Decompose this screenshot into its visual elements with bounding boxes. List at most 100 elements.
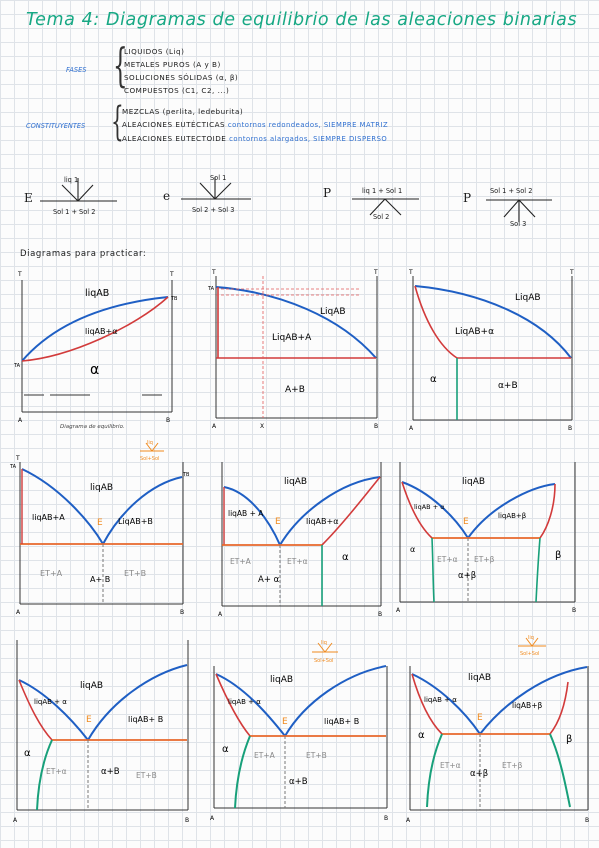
label-ab: α+β [470, 769, 488, 779]
label-left: liqAB + α [424, 696, 457, 704]
diagram-3: T T A B LiqAB LiqAB+α α α+B [408, 269, 574, 432]
label-beta: β [566, 734, 572, 745]
axis-b: B [185, 817, 189, 824]
label-et-a: ET+A [230, 557, 252, 566]
label-ab: A+ B [90, 575, 110, 584]
reaction-letter: P [323, 186, 332, 200]
axis-ta: TA [13, 363, 21, 369]
svg-text:Sol+Sol: Sol+Sol [520, 651, 539, 657]
label-liq: liqAB [284, 477, 307, 487]
label-et-a: ET+A [254, 751, 276, 760]
fases-item: SOLUCIONES SÓLIDAS (α, β) [124, 73, 239, 82]
label-ab: α+β [458, 571, 476, 581]
diagram-7: A B liqAB liqAB + α liqAB+ B E α ET+α α+… [13, 640, 189, 824]
axis-a: A [18, 417, 23, 424]
label-liq: liqAB [90, 483, 113, 493]
label-left: liqAB + α [414, 503, 445, 511]
liquidus-line [414, 285, 572, 359]
constituyentes-item: MEZCLAS (perlita, ledeburita) [122, 107, 244, 116]
reaction-top: Sol 1 [210, 174, 227, 182]
liquidus-line [21, 296, 169, 362]
label-alpha: α [430, 374, 437, 385]
axis-a: A [218, 611, 223, 618]
diagram-2: T T TA A X B LiqAB LiqAB+A A+B [207, 269, 378, 430]
label-et-alpha: ET+α [437, 555, 458, 564]
axis-t: T [17, 271, 22, 278]
diagram-9: liq Sol+Sol A B liqAB liqAB + α liqAB+β … [406, 635, 589, 824]
label-left: liqAB+A [32, 513, 65, 522]
reaction-bottom: Sol 2 + Sol 3 [192, 206, 235, 214]
svg-text:Sol+Sol: Sol+Sol [314, 658, 333, 664]
page-title: Tema 4: Diagramas de equilibrio de las a… [26, 10, 578, 30]
label-e: E [97, 518, 103, 528]
label-e: E [86, 715, 92, 725]
reaction-top: liq 1 [64, 176, 79, 184]
reaction-bottom: Sol 1 + Sol 2 [53, 208, 96, 216]
label-right: liqAB+β [512, 701, 542, 710]
fases-brace: { [113, 38, 128, 92]
constituyentes-brace: { [111, 99, 124, 145]
label-et-beta: ET+β [474, 555, 495, 564]
label-right: liqAB+ B [128, 715, 163, 724]
diagram-8: liq Sol+Sol A B liqAB liqAB + α liqAB+ B… [210, 640, 388, 822]
label-liq: LiqAB [515, 293, 541, 303]
label-liq: liqAB [270, 675, 293, 685]
label-et-alpha: ET+α [46, 767, 67, 776]
axis-b: B [572, 607, 576, 614]
label-et-b: ET+B [136, 771, 157, 780]
solidus-line [21, 296, 169, 362]
reaction-sketches [40, 177, 552, 222]
axis-b: B [585, 817, 589, 824]
label-et-a: ET+A [40, 569, 63, 578]
label-right: LiqAB+B [118, 517, 153, 526]
label-et-b: ET+B [306, 751, 327, 760]
axis-tb: TB [182, 472, 190, 478]
label-beta: β [555, 550, 561, 561]
axis-a: A [406, 817, 411, 824]
label-mix: liqAB+α [85, 327, 117, 336]
axis-b: B [166, 417, 170, 424]
fases-item: LIQUIDOS (Liq) [124, 47, 185, 56]
axis-t: T [569, 269, 574, 276]
axis-t: T [373, 269, 378, 276]
axis-b: B [374, 423, 378, 430]
label-left: liqAB + α [228, 698, 261, 706]
axis-t: T [211, 269, 216, 276]
label-et-beta: ET+β [502, 761, 523, 770]
axis-a: A [16, 609, 21, 616]
label-e: E [282, 717, 288, 727]
solidus-line [414, 285, 458, 359]
axis-ta: TA [9, 464, 17, 470]
label-ab: α+B [101, 767, 120, 777]
label-right: liqAB+β [498, 512, 526, 520]
reaction-top: liq 1 + Sol 1 [362, 187, 403, 195]
liquidus-line [215, 286, 377, 359]
axis-a: A [396, 607, 401, 614]
label-left: liqAB + A [228, 509, 264, 518]
constituyentes-label: CONSTITUYENTES [26, 122, 86, 130]
sticker: liq Sol+Sol [140, 440, 164, 462]
label-mix: LiqAB+A [272, 333, 312, 343]
label-e: E [477, 713, 483, 723]
axis-b: B [180, 609, 184, 616]
label-et-b: ET+B [124, 569, 146, 578]
axis-t: T [169, 271, 174, 278]
label-liq: liqAB [80, 681, 103, 691]
sticker: liq Sol+Sol [518, 635, 546, 657]
axis-t: T [15, 455, 20, 462]
label-alpha: α [418, 730, 425, 741]
diagrams-area: T T TA TB A B liqAB liqAB+α α Diagrama d… [9, 269, 589, 824]
label-et-alpha: ET+α [440, 761, 461, 770]
svg-text:liq: liq [528, 635, 534, 641]
label-solid: A+B [285, 385, 305, 395]
axis-b: B [378, 611, 382, 618]
fases-item: COMPUESTOS (C1, C2, ...) [124, 86, 230, 95]
label-liq: liqAB [468, 673, 491, 683]
axis-tb: TB [170, 296, 178, 302]
diagram-1: T T TA TB A B liqAB liqAB+α α Diagrama d… [13, 271, 178, 430]
fases-label: FASES [66, 66, 87, 74]
diagram-6: A B liqAB liqAB + α liqAB+β E α ET+α ET+… [396, 462, 576, 614]
label-alpha: α [410, 545, 415, 554]
axis-x: X [260, 423, 264, 430]
label-alpha: α [24, 748, 31, 759]
